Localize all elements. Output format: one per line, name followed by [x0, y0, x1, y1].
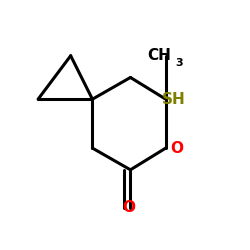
Text: SH: SH — [162, 92, 186, 107]
Text: CH: CH — [147, 48, 171, 63]
Text: O: O — [170, 140, 183, 156]
Text: O: O — [122, 200, 136, 215]
Text: 3: 3 — [175, 58, 182, 68]
